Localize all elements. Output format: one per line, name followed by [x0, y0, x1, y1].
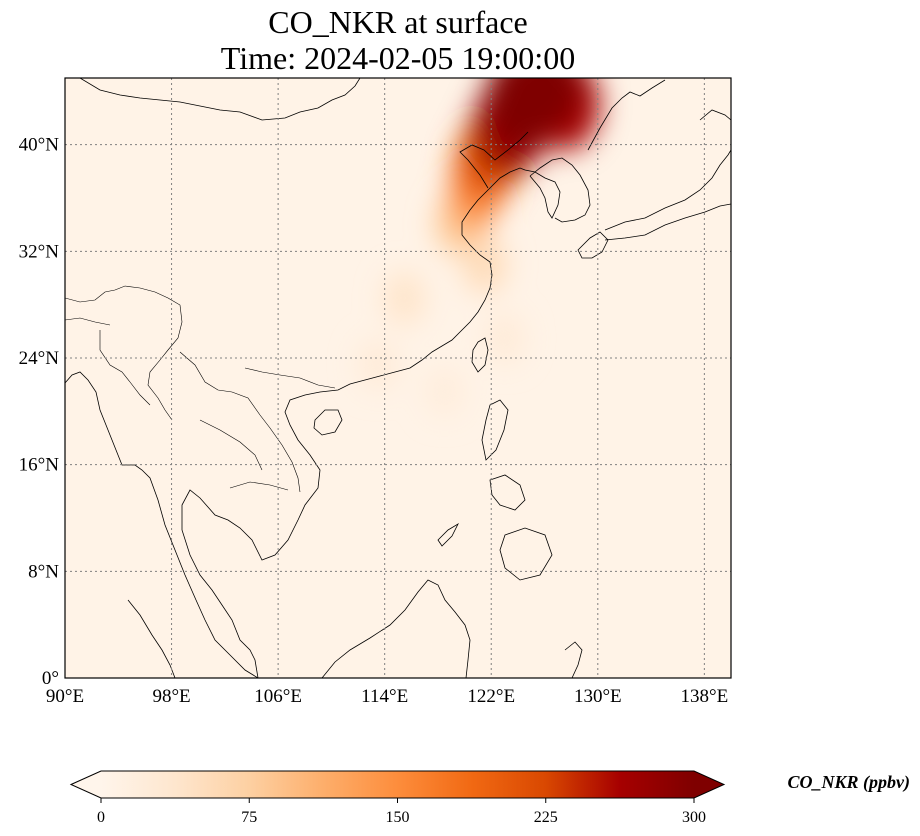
y-axis-ticks: 0° 8°N 16°N 24°N 32°N 40°N: [19, 135, 60, 689]
japan-honshu: [604, 149, 731, 241]
colorbar-body: [101, 771, 694, 798]
coastlines: [65, 78, 731, 678]
concentration-field: [358, 78, 600, 417]
colorbar-tick-label: 150: [386, 809, 410, 826]
taiwan-island: [471, 337, 489, 373]
y-tick-label: 8°N: [28, 561, 59, 582]
chart-title: CO_NKR at surface Time: 2024-02-05 19:00…: [0, 4, 796, 76]
plume-cell: [506, 78, 583, 135]
x-tick-label: 98°E: [152, 686, 190, 707]
x-tick-label: 122°E: [467, 686, 515, 707]
plot-background: [65, 78, 731, 678]
x-tick-label: 138°E: [681, 686, 729, 707]
y-tick-label: 0°: [42, 668, 59, 689]
plume-cell: [484, 312, 525, 364]
japan-hokkaido: [699, 109, 731, 121]
mindanao-island: [499, 527, 553, 581]
hainan-island: [313, 409, 343, 436]
x-tick-label: 106°E: [254, 686, 302, 707]
colorbar-tick-label: 75: [241, 809, 257, 826]
colorbar-extend-low: [71, 771, 101, 798]
mainland-coastline: [65, 371, 259, 678]
luzon-island: [481, 399, 509, 461]
chart-subtitle: Time: 2024-02-05 19:00:00: [220, 40, 576, 76]
colorbar-label: CO_NKR (ppbv): [788, 772, 911, 793]
x-tick-label: 90°E: [46, 686, 84, 707]
indochina-coastline: [181, 167, 561, 678]
japan-kyushu: [577, 231, 609, 259]
plume-cell: [425, 366, 464, 417]
korea-coastline: [529, 157, 591, 223]
y-tick-label: 40°N: [19, 135, 60, 156]
country-borders: [65, 285, 336, 493]
colorbar-tick-label: 0: [97, 809, 105, 826]
colorbar-tick-label: 225: [534, 809, 558, 826]
y-tick-label: 32°N: [19, 241, 60, 262]
colorbar: 0 75 150 225 300 CO_NKR (ppbv): [69, 770, 911, 826]
sulawesi-coastline: [564, 641, 583, 678]
x-tick-label: 114°E: [361, 686, 408, 707]
x-tick-label: 130°E: [574, 686, 622, 707]
plume-cell: [358, 339, 398, 391]
colorbar-tick-label: 300: [682, 809, 706, 826]
visayas-islands: [489, 474, 526, 511]
northeast-coastline: [587, 79, 666, 151]
y-tick-label: 24°N: [19, 348, 60, 369]
colorbar-extend-high: [694, 771, 724, 798]
bohai-coastline: [459, 131, 529, 189]
palawan-island: [437, 522, 459, 547]
x-axis-ticks: 90°E 98°E 106°E 114°E 122°E 130°E 138°E: [46, 686, 728, 707]
gridlines: [65, 78, 731, 678]
borneo-coastline: [321, 579, 471, 678]
y-tick-label: 16°N: [19, 455, 60, 476]
colorbar-ticks: 0 75 150 225 300: [97, 798, 706, 826]
plume-cell: [462, 236, 507, 293]
chart-title-line1: CO_NKR at surface: [268, 4, 528, 40]
plot-frame: [64, 77, 732, 679]
malay-peninsula: [127, 599, 176, 678]
northern-border: [79, 78, 361, 121]
plume-cell: [383, 271, 426, 325]
